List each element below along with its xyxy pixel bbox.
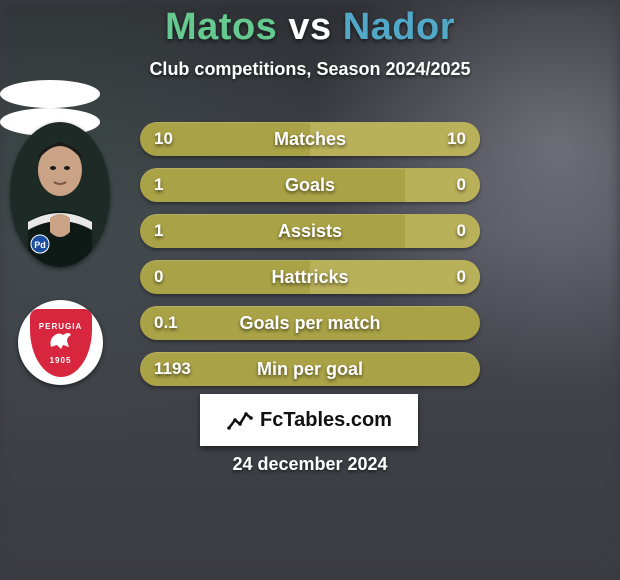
svg-text:Pd: Pd	[34, 240, 46, 250]
club-year: 1905	[50, 357, 72, 365]
stat-row: 0.1Goals per match	[140, 306, 480, 340]
player1-portrait-icon: Pd	[10, 122, 110, 267]
stat-label: Goals	[140, 168, 480, 202]
stat-label: Assists	[140, 214, 480, 248]
stat-right-value: 0	[457, 168, 466, 202]
stat-right-value: 0	[457, 260, 466, 294]
brand-box[interactable]: FcTables.com	[200, 394, 418, 446]
stat-label: Min per goal	[140, 352, 480, 386]
stat-label: Matches	[140, 122, 480, 156]
content-root: Matos vs Nador Club competitions, Season…	[0, 0, 620, 136]
brand-logo-icon	[226, 406, 254, 434]
griffin-icon	[47, 327, 75, 351]
title-player2: Nador	[343, 6, 455, 48]
stat-row: 1Goals0	[140, 168, 480, 202]
club-badge: PERUGIA 1905	[18, 300, 103, 385]
subtitle: Club competitions, Season 2024/2025	[0, 59, 620, 80]
stat-row: 10Matches10	[140, 122, 480, 156]
stat-row: 1Assists0	[140, 214, 480, 248]
stat-row: 1193Min per goal	[140, 352, 480, 386]
stats-container: 10Matches101Goals01Assists00Hattricks00.…	[140, 122, 480, 398]
club-shield-icon: PERUGIA 1905	[30, 309, 92, 377]
date-label: 24 december 2024	[0, 454, 620, 475]
stat-right-value: 0	[457, 214, 466, 248]
stat-row: 0Hattricks0	[140, 260, 480, 294]
stat-label: Goals per match	[140, 306, 480, 340]
stat-label: Hattricks	[140, 260, 480, 294]
page-title: Matos vs Nador	[0, 0, 620, 49]
player2-avatar-placeholder-1	[0, 80, 100, 108]
title-player1: Matos	[165, 6, 277, 48]
brand-text: FcTables.com	[260, 409, 392, 432]
stat-right-value: 10	[447, 122, 466, 156]
player1-avatar: Pd	[10, 122, 110, 267]
title-vs: vs	[288, 6, 331, 48]
